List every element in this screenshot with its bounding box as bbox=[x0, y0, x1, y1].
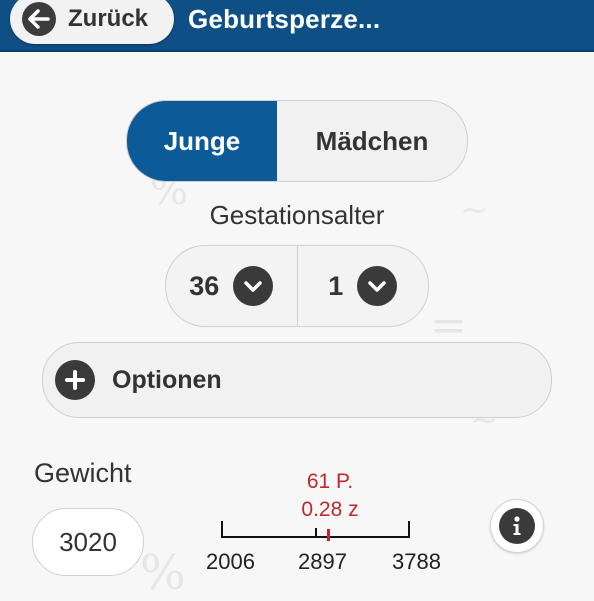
sex-selector: Junge Mädchen bbox=[126, 100, 468, 182]
gestation-weeks-value: 36 bbox=[189, 270, 220, 301]
sex-option-girl[interactable]: Mädchen bbox=[315, 125, 429, 156]
weight-input[interactable]: 3020 bbox=[32, 508, 144, 576]
options-button[interactable]: Optionen bbox=[42, 342, 552, 418]
gestation-label: Gestationsalter bbox=[209, 200, 385, 230]
gestation-picker: 36 1 bbox=[165, 245, 429, 327]
plus-icon bbox=[55, 360, 95, 400]
info-icon bbox=[499, 508, 535, 544]
sex-option-boy[interactable]: Junge bbox=[127, 101, 277, 181]
back-button-label: Zurück bbox=[68, 5, 149, 32]
scale-max-label: 3788 bbox=[392, 549, 441, 574]
arrow-left-icon bbox=[22, 2, 56, 36]
weight-label: Gewicht bbox=[34, 458, 132, 488]
gestation-days-select[interactable]: 1 bbox=[296, 246, 429, 326]
page-title: Geburtsperze... bbox=[188, 4, 381, 34]
percentile-marker bbox=[327, 529, 331, 541]
scale-min-label: 2006 bbox=[206, 549, 255, 574]
scale-tick-mid bbox=[315, 528, 317, 538]
gestation-days-value: 1 bbox=[328, 270, 344, 301]
scale-tick-max bbox=[408, 521, 410, 538]
gestation-weeks-select[interactable]: 36 bbox=[166, 246, 297, 326]
watermark-scribble: % bbox=[140, 545, 186, 601]
back-button[interactable]: Zurück bbox=[10, 0, 174, 44]
percentile-value: 61 P. bbox=[306, 470, 354, 493]
info-button[interactable] bbox=[490, 499, 544, 553]
chevron-down-icon bbox=[233, 266, 274, 306]
scale-tick-min bbox=[221, 521, 223, 538]
z-score-value: 0.28 z bbox=[301, 498, 359, 521]
options-label: Optionen bbox=[112, 365, 222, 394]
scale-mid-label: 2897 bbox=[298, 549, 347, 574]
nav-header: Zurück Geburtsperze... bbox=[0, 0, 594, 52]
chevron-down-icon bbox=[357, 266, 398, 306]
